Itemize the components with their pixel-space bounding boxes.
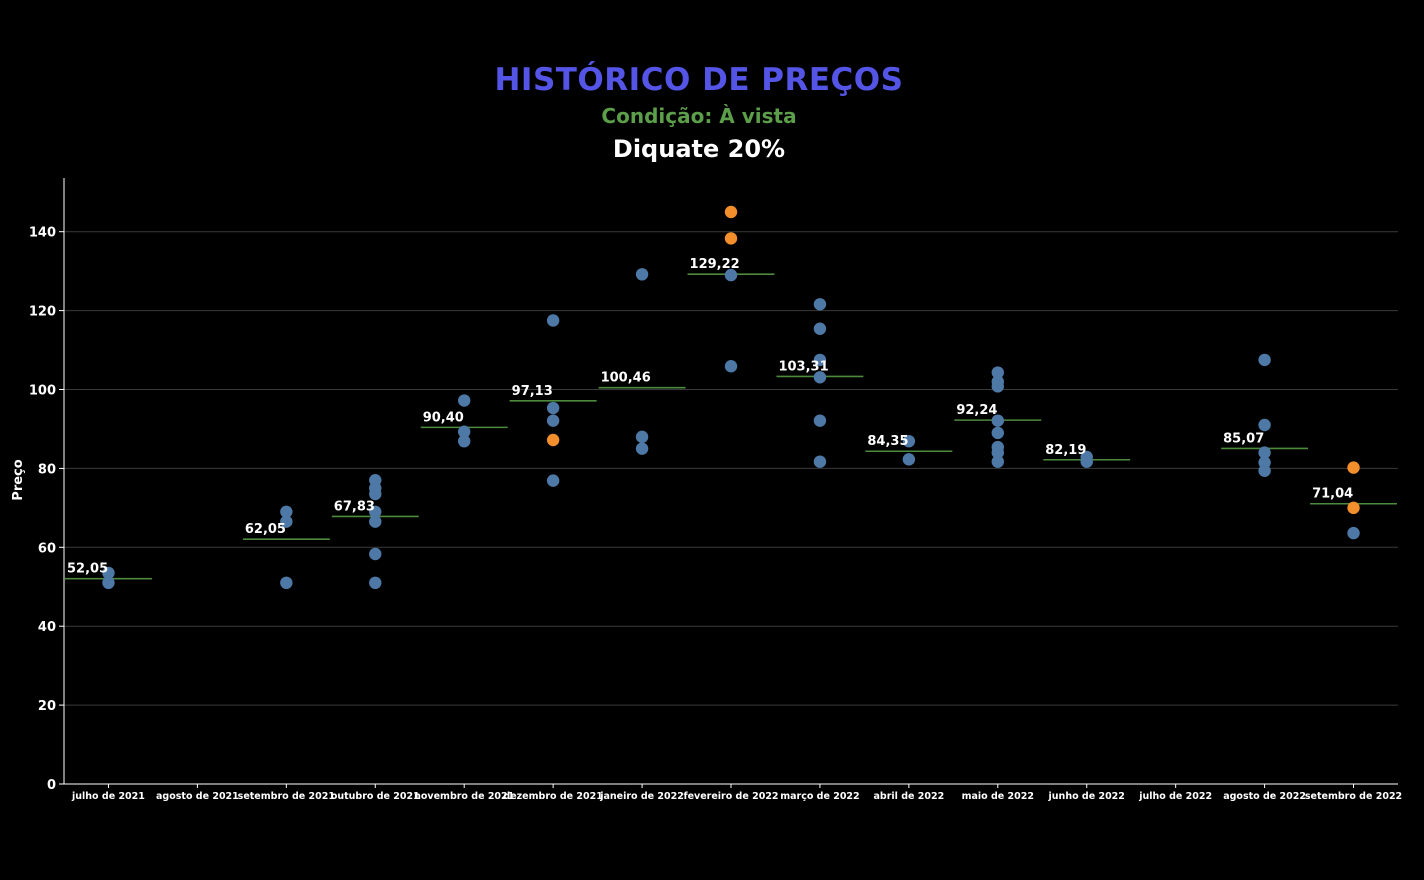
average-label: 90,40 <box>423 410 464 425</box>
price-point[interactable] <box>902 434 916 448</box>
x-tick-label: novembro de 2021 <box>414 791 514 802</box>
price-point[interactable] <box>813 414 827 427</box>
x-tick-label: maio de 2022 <box>962 791 1034 802</box>
price-point-highlight[interactable] <box>546 433 560 447</box>
axes: 0 20 40 60 80 100 120 140 julho de 2021 agosto de… <box>29 178 1402 802</box>
average-label: 84,35 <box>867 434 908 449</box>
price-point[interactable] <box>369 487 382 501</box>
average-label: 100,46 <box>601 371 651 386</box>
x-tick-label: agosto de 2022 <box>1223 791 1306 802</box>
price-points <box>102 205 1360 590</box>
price-point[interactable] <box>902 453 916 466</box>
price-point[interactable] <box>813 298 827 311</box>
price-point[interactable] <box>280 505 293 518</box>
x-tick-label: fevereiro de 2022 <box>683 791 778 802</box>
price-point[interactable] <box>1347 526 1360 540</box>
y-tick-label: 120 <box>29 305 56 320</box>
price-point-highlight[interactable] <box>724 205 738 219</box>
price-point[interactable] <box>1258 353 1271 367</box>
price-point[interactable] <box>991 455 1004 468</box>
price-point[interactable] <box>635 268 649 281</box>
y-tick-label: 60 <box>38 541 56 556</box>
price-point[interactable] <box>724 268 738 282</box>
price-point[interactable] <box>546 401 560 415</box>
average-labels: 52,05 62,05 67,83 90,40 97,13 100,46 129,22 103… <box>67 257 1353 576</box>
price-point-highlight[interactable] <box>1347 461 1360 474</box>
price-point[interactable] <box>635 430 649 444</box>
x-tick-label: junho de 2022 <box>1048 791 1125 802</box>
price-point[interactable] <box>458 425 471 438</box>
x-tick-label: dezembro de 2021 <box>503 791 602 802</box>
price-point[interactable] <box>991 366 1004 379</box>
price-point[interactable] <box>369 547 382 561</box>
price-point[interactable] <box>991 414 1004 427</box>
chart-subtitle: Condição: À vista <box>601 104 797 128</box>
y-tick-label: 100 <box>29 384 56 399</box>
price-point[interactable] <box>369 515 382 528</box>
x-tick-label: setembro de 2021 <box>238 791 335 802</box>
price-point[interactable] <box>102 566 115 580</box>
average-label: 62,05 <box>245 522 286 537</box>
average-label: 103,31 <box>778 359 828 374</box>
price-point[interactable] <box>991 380 1004 393</box>
y-tick-label: 20 <box>38 699 56 714</box>
x-tick-label: setembro de 2022 <box>1305 791 1402 802</box>
price-point[interactable] <box>813 322 827 335</box>
average-label: 97,13 <box>512 384 553 399</box>
average-label: 82,19 <box>1045 443 1086 458</box>
price-point[interactable] <box>635 442 649 455</box>
x-tick-label: janeiro de 2022 <box>599 791 684 802</box>
price-point[interactable] <box>1258 446 1271 459</box>
price-point[interactable] <box>724 360 738 373</box>
price-point-highlight[interactable] <box>1347 501 1360 515</box>
price-point[interactable] <box>546 414 560 427</box>
price-point[interactable] <box>458 394 471 407</box>
price-point[interactable] <box>546 314 560 327</box>
price-point[interactable] <box>1080 455 1093 468</box>
chart-title: HISTÓRICO DE PREÇOS <box>494 62 904 98</box>
y-tick-label: 40 <box>38 620 56 635</box>
price-point[interactable] <box>1258 418 1271 432</box>
average-label: 71,04 <box>1312 487 1353 502</box>
price-point[interactable] <box>991 446 1004 459</box>
average-label: 129,22 <box>690 257 740 272</box>
chart-header: HISTÓRICO DE PREÇOS Condição: À vista Di… <box>0 58 1398 168</box>
price-point[interactable] <box>280 515 293 528</box>
y-tick-label: 80 <box>38 462 56 477</box>
price-point[interactable] <box>280 576 293 590</box>
y-tick-label: 0 <box>47 778 56 793</box>
product-name: Diquate 20% <box>612 135 786 163</box>
price-point[interactable] <box>369 505 382 518</box>
x-tick-label: julho de 2021 <box>71 791 145 802</box>
price-point[interactable] <box>546 474 560 487</box>
price-point[interactable] <box>813 371 827 384</box>
price-point[interactable] <box>458 434 471 448</box>
price-point[interactable] <box>813 353 827 367</box>
x-tick-label: outubro de 2021 <box>331 791 420 802</box>
price-point[interactable] <box>369 576 382 590</box>
average-label: 52,05 <box>67 562 108 577</box>
price-point[interactable] <box>1258 464 1271 477</box>
x-tick-label: abril de 2022 <box>874 791 945 802</box>
average-label: 85,07 <box>1223 431 1264 446</box>
x-tick-label: julho de 2022 <box>1138 791 1212 802</box>
average-label: 67,83 <box>334 499 375 514</box>
y-tick-label: 140 <box>29 226 56 241</box>
x-tick-label: março de 2022 <box>780 791 859 802</box>
average-label: 92,24 <box>956 403 997 418</box>
price-point[interactable] <box>813 455 827 468</box>
y-axis-title: Preço <box>11 459 26 500</box>
gridlines <box>64 231 1398 706</box>
price-point[interactable] <box>102 576 115 590</box>
price-point-highlight[interactable] <box>724 232 738 245</box>
price-point[interactable] <box>991 426 1004 440</box>
x-tick-label: agosto de 2021 <box>156 791 239 802</box>
